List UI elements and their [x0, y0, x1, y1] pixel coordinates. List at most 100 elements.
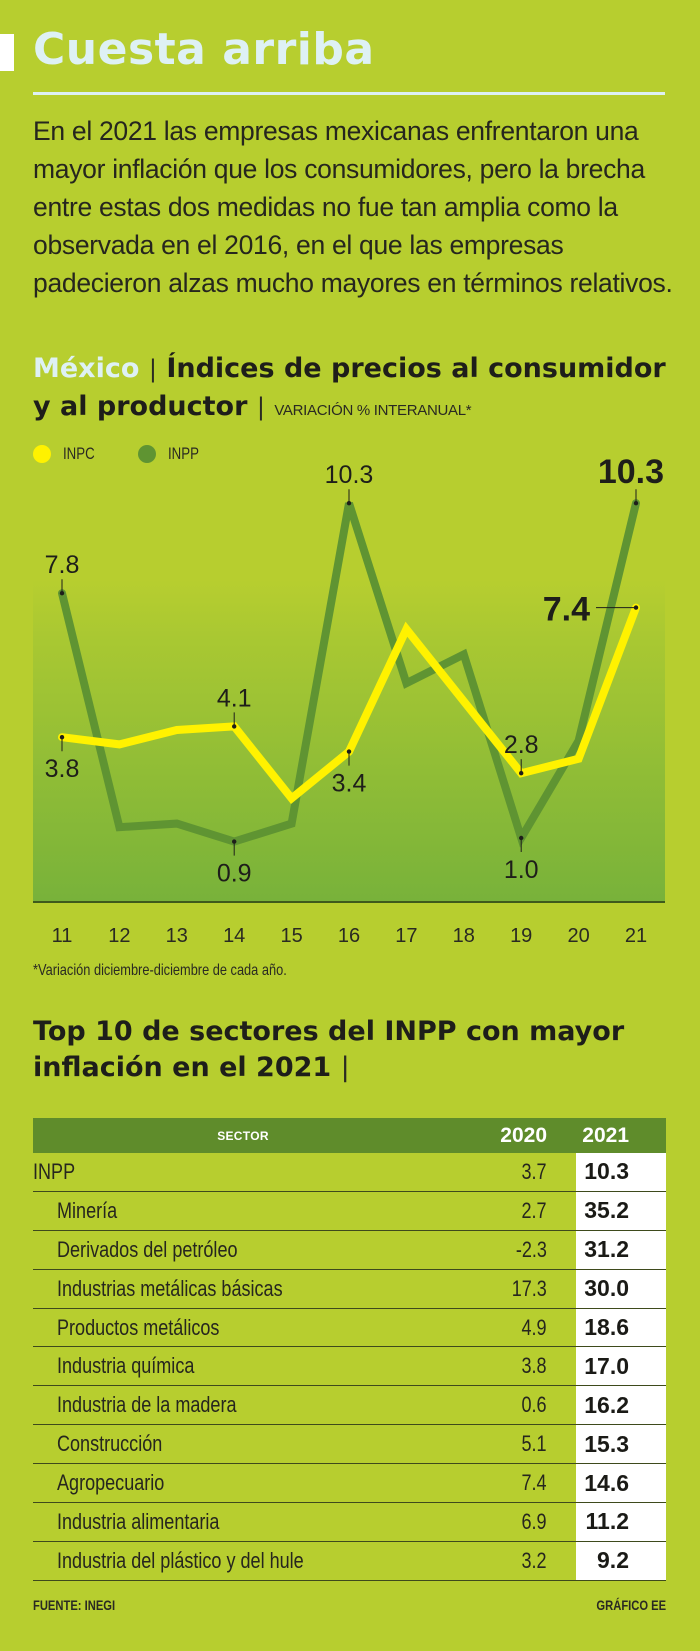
cell-2020: 4.9	[423, 1315, 547, 1341]
cell-sector: Industria de la madera	[33, 1392, 423, 1418]
cell-2021: 10.3	[576, 1153, 666, 1191]
data-label-inpp: 0.9	[217, 860, 252, 888]
sector-name: Agropecuario	[57, 1470, 165, 1496]
table-row: Industria del plástico y del hule 3.2 9.2	[33, 1541, 666, 1581]
sector-name: Industria de la madera	[57, 1392, 237, 1418]
cell-sector: INPP	[33, 1159, 423, 1185]
x-tick-label: 11	[52, 925, 73, 947]
legend-dot-inpc-icon	[33, 445, 51, 463]
sector-name: Industria del plástico y del hule	[57, 1547, 304, 1573]
chart-footnote: *Variación diciembre-diciembre de cada a…	[33, 962, 287, 979]
chart-title: Índices de precios al consumidor y al pr…	[33, 353, 666, 422]
x-tick-label: 14	[223, 925, 245, 947]
table-title-separator: |	[340, 1052, 350, 1083]
value-2020: 2.7	[521, 1197, 547, 1223]
legend-item-inpc: INPC	[33, 444, 104, 464]
data-label-inpc: 4.1	[217, 684, 252, 712]
data-label-inpp: 1.0	[504, 856, 539, 884]
sector-name: INPP	[33, 1158, 76, 1184]
legend-label-inpp: INPP	[167, 444, 199, 463]
table-title: Top 10 de sectores del INPP con mayor in…	[33, 1016, 625, 1083]
value-2020: 17.3	[511, 1275, 547, 1301]
cell-sector: Derivados del petróleo	[33, 1237, 423, 1263]
chart-legend: INPC INPP	[33, 444, 241, 464]
cell-2021: 11.2	[576, 1503, 666, 1541]
cell-2020: 7.4	[423, 1470, 547, 1496]
table-body: INPP 3.7 10.3 Minería 2.7 35.2 Derivados del p…	[33, 1153, 666, 1581]
data-label-inpc: 7.4	[543, 591, 590, 629]
cell-2020: 3.8	[423, 1353, 547, 1379]
cell-2020: 0.6	[423, 1392, 547, 1418]
value-2020: 6.9	[521, 1508, 547, 1534]
chart-heading: México | Índices de precios al consumido…	[33, 350, 683, 429]
chart-unit-separator: |	[256, 393, 265, 421]
cell-2020: 5.1	[423, 1431, 547, 1457]
x-tick-label: 15	[280, 925, 302, 947]
data-label-inpc: 3.4	[332, 770, 367, 798]
page-title: Cuesta arriba	[33, 24, 375, 75]
column-header-2020: 2020	[500, 1123, 547, 1147]
label-anchor-dot	[232, 839, 237, 844]
cell-sector: Industria química	[33, 1353, 423, 1379]
table-row: INPP 3.7 10.3	[33, 1153, 666, 1192]
x-tick-label: 16	[338, 925, 360, 947]
legend-dot-inpp-icon	[137, 445, 156, 463]
table-row: Construcción 5.1 15.3	[33, 1425, 666, 1465]
cell-2021: 14.6	[576, 1464, 666, 1503]
table-row: Industrias metálicas básicas 17.3 30.0	[33, 1269, 666, 1309]
value-2020: 5.1	[521, 1431, 547, 1457]
title-divider	[33, 92, 665, 95]
data-label-inpp: 10.3	[325, 461, 374, 489]
sector-name: Minería	[57, 1197, 118, 1223]
sector-name: Productos metálicos	[57, 1314, 220, 1340]
cell-sector: Industria del plástico y del hule	[33, 1548, 423, 1574]
sector-name: Industrias metálicas básicas	[57, 1275, 283, 1301]
label-anchor-dot	[59, 591, 65, 596]
table-row: Industria química 3.8 17.0	[33, 1347, 666, 1387]
legend-item-inpp: INPP	[137, 444, 208, 464]
value-2020: -2.3	[515, 1236, 547, 1262]
graphic-credit: GRÁFICO EE	[596, 1597, 666, 1613]
value-2020: 3.8	[521, 1353, 547, 1379]
cell-2020: 2.7	[423, 1198, 547, 1224]
x-tick-label: 21	[625, 925, 647, 947]
value-2020: 0.6	[521, 1392, 547, 1418]
cell-sector: Productos metálicos	[33, 1315, 423, 1341]
x-tick-label: 17	[395, 925, 417, 947]
label-anchor-dot	[633, 501, 639, 506]
title-accent-bar	[0, 34, 14, 71]
data-label-inpp: 10.3	[598, 453, 664, 491]
chart-country: México	[33, 353, 140, 384]
column-header-2021: 2021	[582, 1123, 629, 1147]
cell-2021: 35.2	[576, 1191, 666, 1230]
cell-2021: 31.2	[576, 1230, 666, 1269]
cell-2020: 17.3	[423, 1276, 547, 1302]
data-label-inpc: 2.8	[504, 731, 539, 759]
cell-sector: Industria alimentaria	[33, 1509, 423, 1535]
cell-2020: -2.3	[423, 1237, 547, 1263]
cell-2020: 6.9	[423, 1509, 547, 1535]
line-chart: 3.84.13.42.87.47.80.910.31.010.3 11 12 13 1…	[33, 453, 665, 947]
cell-2021: 18.6	[576, 1308, 666, 1347]
sector-name: Industria química	[57, 1353, 195, 1379]
chart-title-separator: |	[148, 355, 157, 383]
table-heading: Top 10 de sectores del INPP con mayor in…	[33, 1014, 683, 1086]
cell-sector: Industrias metálicas básicas	[33, 1276, 423, 1302]
x-tick-layer: 11 12 13 14 15 16 17 18 19 20 21	[52, 925, 648, 947]
intro-paragraph: En el 2021 las empresas mexicanas enfren…	[33, 116, 673, 298]
cell-sector: Minería	[33, 1198, 423, 1224]
value-2020: 3.2	[521, 1547, 547, 1573]
table-header-row: SECTOR 2020 2021	[33, 1118, 666, 1153]
chart-unit: VARIACIÓN % INTERANUAL*	[274, 402, 472, 419]
table-row: Agropecuario 7.4 14.6	[33, 1464, 666, 1504]
cell-sector: Construcción	[33, 1431, 423, 1457]
value-2020: 3.7	[521, 1158, 547, 1184]
table-row: Derivados del petróleo -2.3 31.2	[33, 1230, 666, 1270]
table-row: Industria alimentaria 6.9 11.2	[33, 1503, 666, 1542]
x-tick-label: 12	[108, 925, 130, 947]
table-row: Industria de la madera 0.6 16.2	[33, 1386, 666, 1426]
cell-2021: 30.0	[576, 1269, 666, 1308]
table-row: Minería 2.7 35.2	[33, 1191, 666, 1231]
cell-2021: 17.0	[576, 1347, 666, 1386]
x-tick-label: 19	[510, 925, 532, 947]
